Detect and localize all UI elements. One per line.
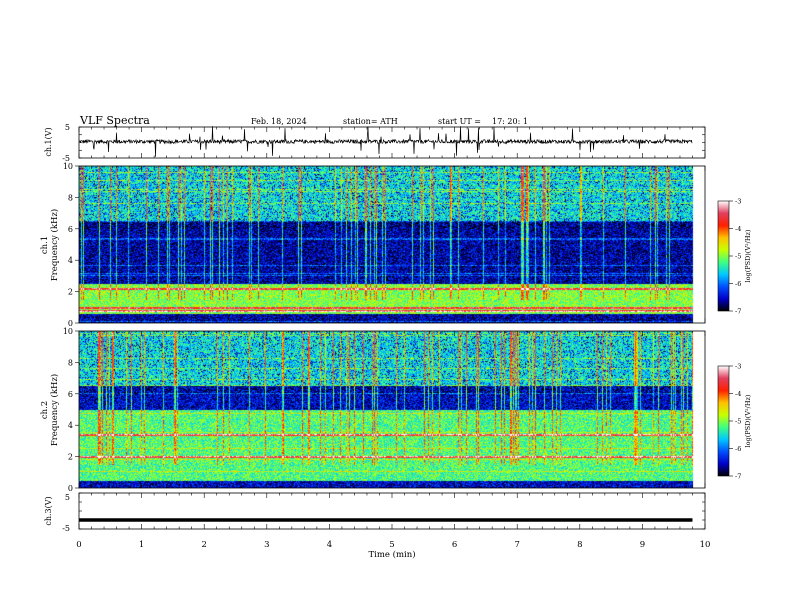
- x-axis-label: Time (min): [368, 549, 415, 560]
- ch1-colorbar-label: log(PSD)(V²/Hz): [744, 229, 752, 282]
- x-tick-label: 7: [514, 540, 519, 550]
- ch1-spectrogram-panel: 0 2 4 6 8 10 ch.1 Frequency (kHz): [40, 162, 706, 328]
- x-tick-label: 8: [577, 540, 582, 550]
- y-tick-label: 8: [68, 193, 73, 202]
- ch3-waveform-panel: 5 -5 ch.3(V): [44, 492, 706, 533]
- y-tick-label: 2: [68, 453, 73, 462]
- colorbar-tick-label: -4: [735, 225, 741, 233]
- ch1-ylabel: ch.1(V): [44, 127, 53, 156]
- colorbar-tick-label: -6: [735, 280, 741, 288]
- y-tick-label: 0: [68, 484, 73, 493]
- ch2-spectrogram-image: [79, 331, 705, 488]
- y-tick-label: 6: [68, 225, 73, 234]
- y-tick-label: 8: [68, 358, 73, 367]
- x-tick-label: 9: [640, 540, 645, 550]
- x-tick-label: 4: [327, 540, 332, 550]
- figure-title: VLF Spectra: [79, 114, 150, 127]
- colorbar-tick-label: -5: [735, 253, 741, 261]
- ch1-spectrogram-image: [79, 166, 705, 323]
- ch1-waveform-trace: [78, 126, 693, 157]
- y-tick-label: 4: [68, 421, 73, 430]
- y-tick-label: 10: [63, 162, 73, 171]
- ch1-waveform-panel: 5 -5 ch.1(V): [44, 123, 706, 163]
- y-tick-label: 4: [68, 256, 73, 265]
- colorbar-tick-label: -5: [735, 418, 741, 426]
- x-tick-labels: 0 1 2 3 4 5 6 7 8 9 10: [76, 540, 710, 550]
- colorbar-tick-label: -7: [735, 473, 741, 481]
- ch2-colorbar-gradient: [717, 365, 730, 477]
- y-tick-label: 10: [63, 327, 73, 336]
- ch1-ylabel-channel: ch.1: [40, 236, 50, 254]
- x-tick-label: 10: [700, 540, 711, 550]
- date-label: Feb. 18, 2024: [251, 117, 307, 126]
- colorbar-tick-label: -3: [735, 363, 741, 371]
- colorbar-tick-label: -4: [735, 390, 741, 398]
- y-tick-label: 0: [68, 319, 73, 328]
- x-tick-label: 3: [264, 540, 269, 550]
- start-ut-label: start UT =: [438, 117, 481, 126]
- ch2-ylabel-channel: ch.2: [40, 401, 50, 419]
- ch2-spectrogram-panel: 0 2 4 6 8 10 ch.2 Frequency (kHz): [40, 327, 706, 493]
- x-tick-label: 6: [452, 540, 457, 550]
- ch1-colorbar: -3 -4 -5 -6 -7 log(PSD)(V²/Hz): [717, 198, 752, 316]
- ch1-ytick-top: 5: [65, 123, 70, 132]
- ch3-ytick-bottom: -5: [62, 524, 70, 533]
- x-tick-label: 2: [201, 540, 206, 550]
- y-tick-label: 6: [68, 390, 73, 399]
- ch2-colorbar-label: log(PSD)(V²/Hz): [744, 394, 752, 447]
- x-tick-label: 0: [76, 540, 81, 550]
- colorbar-tick-label: -3: [735, 198, 741, 206]
- ch1-ylabel-frequency: Frequency (kHz): [49, 209, 60, 281]
- ch3-ylabel: ch.3(V): [44, 496, 53, 525]
- ch2-ylabel-frequency: Frequency (kHz): [49, 374, 60, 446]
- x-tick-marks: [78, 126, 706, 530]
- x-tick-label: 5: [389, 540, 394, 550]
- colorbar-tick-label: -7: [735, 308, 741, 316]
- x-tick-label: 1: [139, 540, 144, 550]
- ch1-colorbar-gradient: [717, 200, 730, 312]
- ch2-colorbar: -3 -4 -5 -6 -7 log(PSD)(V²/Hz): [717, 363, 752, 481]
- ch1-ytick-bottom: -5: [62, 154, 70, 163]
- ch3-ytick-top: 5: [65, 493, 70, 502]
- y-tick-label: 2: [68, 288, 73, 297]
- ch3-waveform-frame: [78, 492, 706, 530]
- station-label: station= ATH: [343, 117, 398, 126]
- colorbar-tick-label: -6: [735, 445, 741, 453]
- start-ut-value: 17: 20: 1: [492, 117, 528, 126]
